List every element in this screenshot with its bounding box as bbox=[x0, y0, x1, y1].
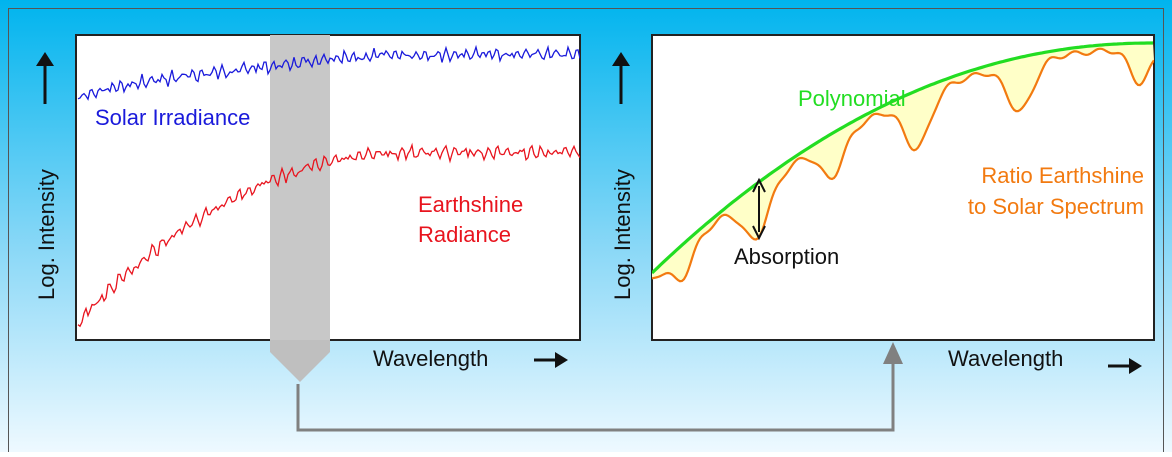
connector-arrowhead bbox=[883, 342, 903, 364]
arrow-right-icon bbox=[534, 352, 568, 368]
right-plot-area bbox=[651, 34, 1155, 341]
ratio-label-line1: Ratio Earthshine bbox=[981, 163, 1144, 188]
right-y-axis-label: Log. Intensity bbox=[610, 169, 635, 300]
connector-line bbox=[296, 360, 895, 432]
polynomial-label: Polynomial bbox=[798, 86, 906, 111]
ratio-spectrum-line bbox=[652, 47, 1154, 283]
double-arrow-icon bbox=[752, 177, 766, 241]
solar-irradiance-line bbox=[77, 44, 580, 101]
right-x-axis-label: Wavelength bbox=[948, 346, 1063, 371]
earthshine-label-line1: Earthshine bbox=[418, 192, 523, 217]
absorption-label: Absorption bbox=[734, 244, 839, 269]
spectral-window-funnel bbox=[270, 340, 330, 382]
earthshine-radiance-line bbox=[77, 142, 580, 328]
solar-irradiance-label: Solar Irradiance bbox=[95, 105, 250, 130]
earthshine-label-line2: Radiance bbox=[418, 222, 511, 247]
polynomial-curve bbox=[652, 41, 1153, 275]
ratio-label-line2: to Solar Spectrum bbox=[968, 194, 1144, 219]
left-x-axis-label: Wavelength bbox=[373, 346, 488, 371]
left-y-axis-label: Log. Intensity bbox=[34, 169, 59, 300]
arrow-up-icon bbox=[36, 52, 54, 104]
spectral-window-highlight bbox=[270, 35, 330, 340]
arrow-up-icon bbox=[612, 52, 630, 104]
arrow-right-icon bbox=[1108, 358, 1142, 374]
